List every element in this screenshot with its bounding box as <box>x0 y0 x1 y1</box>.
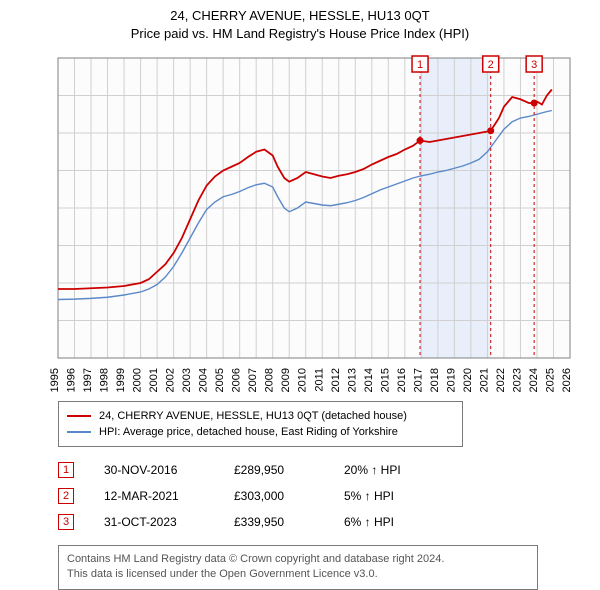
svg-text:2018: 2018 <box>429 368 441 392</box>
svg-text:2008: 2008 <box>264 368 276 392</box>
svg-text:2013: 2013 <box>346 368 358 392</box>
svg-text:2022: 2022 <box>495 368 507 392</box>
svg-text:2010: 2010 <box>297 368 309 392</box>
sales-marker-icon: 1 <box>58 462 74 478</box>
sales-row: 3 31-OCT-2023 £339,950 6% ↑ HPI <box>58 509 600 535</box>
svg-text:1: 1 <box>417 59 423 71</box>
legend-swatch-blue <box>67 431 91 433</box>
svg-text:2003: 2003 <box>181 368 193 392</box>
sales-marker-icon: 2 <box>58 488 74 504</box>
svg-text:2011: 2011 <box>313 368 325 392</box>
svg-text:2004: 2004 <box>198 368 210 392</box>
svg-text:1996: 1996 <box>66 368 78 392</box>
sales-row: 1 30-NOV-2016 £289,950 20% ↑ HPI <box>58 457 600 483</box>
svg-text:2014: 2014 <box>363 368 375 392</box>
sales-date: 12-MAR-2021 <box>104 489 204 503</box>
svg-text:2017: 2017 <box>412 368 424 392</box>
svg-text:2: 2 <box>488 59 494 71</box>
legend-label: HPI: Average price, detached house, East… <box>99 426 398 438</box>
title-address: 24, CHERRY AVENUE, HESSLE, HU13 0QT <box>0 8 600 23</box>
svg-text:2019: 2019 <box>445 368 457 392</box>
svg-text:2015: 2015 <box>379 368 391 392</box>
title-subtitle: Price paid vs. HM Land Registry's House … <box>0 26 600 41</box>
svg-text:2006: 2006 <box>231 368 243 392</box>
svg-text:2007: 2007 <box>247 368 259 392</box>
svg-text:2020: 2020 <box>462 368 474 392</box>
legend-item: HPI: Average price, detached house, East… <box>67 424 454 440</box>
svg-text:2000: 2000 <box>132 368 144 392</box>
sales-row: 2 12-MAR-2021 £303,000 5% ↑ HPI <box>58 483 600 509</box>
sales-price: £339,950 <box>234 515 314 529</box>
sales-pct: 5% ↑ HPI <box>344 489 444 503</box>
sales-pct: 20% ↑ HPI <box>344 463 444 477</box>
svg-text:2001: 2001 <box>148 368 160 392</box>
sales-price: £289,950 <box>234 463 314 477</box>
svg-text:2026: 2026 <box>561 368 573 392</box>
svg-text:3: 3 <box>531 59 537 71</box>
footer-attribution: Contains HM Land Registry data © Crown c… <box>58 545 538 590</box>
svg-text:2002: 2002 <box>165 368 177 392</box>
svg-text:2021: 2021 <box>478 368 490 392</box>
svg-text:2025: 2025 <box>544 368 556 392</box>
svg-text:1995: 1995 <box>50 368 61 392</box>
sales-pct: 6% ↑ HPI <box>344 515 444 529</box>
svg-text:2012: 2012 <box>330 368 342 392</box>
svg-text:1999: 1999 <box>115 368 127 392</box>
chart-title: 24, CHERRY AVENUE, HESSLE, HU13 0QT Pric… <box>0 0 600 45</box>
chart-area: £0£50K£100K£150K£200K£250K£300K£350K£400… <box>50 53 580 393</box>
svg-text:2016: 2016 <box>396 368 408 392</box>
svg-text:1997: 1997 <box>82 368 94 392</box>
sales-table: 1 30-NOV-2016 £289,950 20% ↑ HPI 2 12-MA… <box>58 457 600 535</box>
svg-text:2023: 2023 <box>511 368 523 392</box>
svg-text:1998: 1998 <box>99 368 111 392</box>
sales-marker-icon: 3 <box>58 514 74 530</box>
sales-price: £303,000 <box>234 489 314 503</box>
footer-line: This data is licensed under the Open Gov… <box>67 567 529 582</box>
sales-date: 30-NOV-2016 <box>104 463 204 477</box>
footer-line: Contains HM Land Registry data © Crown c… <box>67 552 529 567</box>
svg-text:2005: 2005 <box>214 368 226 392</box>
svg-text:2009: 2009 <box>280 368 292 392</box>
chart-svg: £0£50K£100K£150K£200K£250K£300K£350K£400… <box>50 53 580 423</box>
sales-date: 31-OCT-2023 <box>104 515 204 529</box>
svg-text:2024: 2024 <box>528 368 540 392</box>
